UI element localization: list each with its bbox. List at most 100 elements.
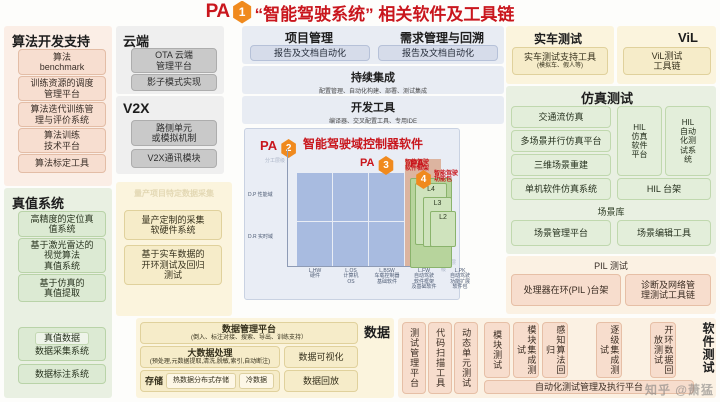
pm-item[interactable]: 报告及文档自动化: [250, 45, 370, 61]
chart-bar-lhw-lower: [297, 222, 332, 266]
pil-header: PIL 测试: [594, 261, 628, 271]
data-replay[interactable]: 数据回放: [284, 370, 358, 392]
chart-bar-los-lower: [333, 222, 368, 266]
vil-header: ViL: [678, 30, 698, 45]
swtest-left-1[interactable]: 代码扫描工具: [428, 322, 452, 394]
truth-lower-2[interactable]: 数据标注系统: [18, 364, 106, 384]
pa-badge-2: 2: [281, 139, 296, 158]
scenario-library-label: 场景库: [597, 207, 625, 217]
pa-caption-4: 智能驾驶 功能包: [434, 171, 459, 184]
v2x-item-0[interactable]: 路侧单元 或模拟机制: [131, 120, 217, 146]
sim-hil-0[interactable]: HIL 仿真 软件 平台: [617, 106, 662, 176]
swtest-right-1[interactable]: 模块集成测试: [513, 322, 539, 378]
swtest-right-3[interactable]: 逐级集成测试: [596, 322, 622, 378]
v2x-header: V2X: [123, 100, 150, 116]
realcar-header: 实车测试: [534, 32, 583, 46]
algo-item-3[interactable]: 算法训练 技术平台: [18, 128, 106, 153]
realcar-item[interactable]: 实车测试支持工具 (模拟车、假人等): [512, 47, 608, 75]
truth-lower-1[interactable]: 数据采集系统: [34, 345, 89, 356]
realcar-item-label: 实车测试支持工具: [523, 52, 596, 63]
page-title: PA 1 “智能驾驶系统” 相关软件及工具链: [0, 0, 720, 24]
cloud-item-1[interactable]: 影子模式实现: [131, 74, 217, 91]
ci-header: 持续集成: [351, 72, 395, 84]
chart-ytick-1: D.R 实时域: [248, 234, 274, 240]
data-viz[interactable]: 数据可视化: [284, 346, 358, 368]
pa-marker-4: PA: [410, 158, 424, 170]
chart-ylabel-note: 分工层级: [265, 158, 286, 164]
data-storage-cold[interactable]: 冷数据: [239, 372, 275, 390]
truth-item-0[interactable]: 高精度的定位真 值系统: [18, 211, 106, 237]
pil-item-1[interactable]: 诊断及网络管 理测试工具链: [625, 274, 711, 306]
ci-sub: 配置管理、自动化构建、部署、测试集成: [318, 89, 427, 95]
sim-bench[interactable]: HIL 台架: [617, 178, 711, 200]
sim-left-0[interactable]: 交通流仿真: [511, 106, 611, 128]
chart-bar-lbsw-lower: [369, 222, 404, 266]
chart-ytick-0: D.P 性能域: [248, 192, 273, 198]
truth-system-header: 真值系统: [12, 196, 65, 211]
sim-left-2[interactable]: 三维场景重建: [511, 154, 611, 176]
data-storage-hot[interactable]: 热数据分布式存储: [166, 372, 237, 390]
requirement-management-header: 需求管理与回溯: [400, 31, 485, 45]
swtest-right-0[interactable]: 模块测试: [484, 322, 510, 378]
collect-item-0[interactable]: 量产定制的采集 软硬件系统: [124, 210, 222, 240]
truth-lower-group: 真值数据 数据采集系统: [18, 327, 106, 361]
sim-left-1[interactable]: 多场景并行仿真平台: [511, 130, 611, 152]
data-platform[interactable]: 数据管理平台 (倒入、标注对接、搜索、导出、训练支持）: [140, 322, 358, 344]
truth-item-2[interactable]: 基于仿真的 真值提取: [18, 274, 106, 302]
pa-marker-4-label: PA: [410, 158, 425, 170]
devtools-block: 开发工具 编译器、交叉配置工具、专用IDE: [242, 99, 504, 125]
algo-item-0[interactable]: 算法 benchmark: [18, 49, 106, 75]
chart-bar-lhw-upper: [297, 173, 332, 221]
sim-lib-1[interactable]: 场景编辑工具: [617, 220, 711, 246]
swtest-right-2[interactable]: 感知算法回归: [542, 322, 568, 378]
sim-lib-0[interactable]: 场景管理平台: [511, 220, 611, 246]
data-header: 数据: [364, 325, 391, 340]
project-management-header: 项目管理: [285, 31, 334, 45]
realcar-item-sub: (模拟车、假人等): [537, 62, 583, 69]
data-platform-sub: (倒入、标注对接、搜索、导出、训练支持）: [191, 334, 307, 341]
algo-item-1[interactable]: 训练资源的调度 管理平台: [18, 76, 106, 101]
truth-item-1[interactable]: 基于激光雷达的 视觉算法 真值系统: [18, 238, 106, 273]
pa-marker-3: PA 3: [360, 150, 394, 175]
pa-badge-3: 3: [378, 156, 394, 175]
pa-marker-2: PA 2: [260, 133, 297, 158]
pa-badge-4: 4: [416, 170, 431, 189]
domain-controller-chart: PA 2 智能驾驶域控制器软件 分工层级 分工层级 D.P 性能域 D.R 实时…: [244, 128, 470, 300]
pa-badge-1: 1: [233, 0, 252, 24]
title-text: “智能驾驶系统” 相关软件及工具链: [254, 4, 515, 24]
req-item[interactable]: 报告及文档自动化: [378, 45, 498, 61]
ci-block: 持续集成 配置管理、自动化构建、部署、测试集成: [242, 69, 504, 95]
collect-item-1[interactable]: 基于实车数据的 开环测试及回归 测试: [124, 245, 222, 285]
software-test-header: 软件测试: [701, 322, 715, 374]
sim-hil-1[interactable]: HIL 自动 化测 试系 统: [665, 106, 711, 176]
data-bigdata[interactable]: 大数据处理 (预处理,元数据提取,清洗,脱敏,索引,自动断注): [140, 346, 280, 368]
chart-xtick-4: L.PK 自动驾驶 功能扩展 软件包: [449, 268, 470, 290]
panel-devtools: [242, 96, 504, 124]
swtest-left-0[interactable]: 测试管理平台: [402, 322, 426, 394]
pa-marker-2-label: PA: [260, 138, 278, 153]
swtest-left-2[interactable]: 动态单元测试: [454, 322, 478, 394]
swtest-footer[interactable]: 自动化测试管理及执行平台: [484, 380, 694, 394]
algo-item-2[interactable]: 算法迭代训练管 理与评价系统: [18, 102, 106, 127]
algo-item-4[interactable]: 算法标定工具: [18, 154, 106, 173]
data-storage-label: 存储: [145, 375, 164, 386]
sim-left-3[interactable]: 单机软件仿真系统: [511, 178, 611, 200]
cloud-item-0[interactable]: OTA 云端 管理平台: [131, 48, 217, 73]
chart-y-axis: [287, 149, 288, 267]
swtest-right-4[interactable]: 开环数据回放测试: [650, 322, 676, 378]
chart-title: 智能驾驶域控制器软件: [303, 137, 424, 151]
data-platform-label: 数据管理平台: [221, 324, 276, 335]
production-collect-header: 量产项目特定数据采集: [134, 189, 214, 198]
title-pa-label: PA: [205, 1, 230, 22]
chart-x-axis: [287, 266, 449, 267]
cloud-header: 云端: [123, 34, 150, 49]
pil-item-0[interactable]: 处理器在环(PIL )台架: [511, 274, 621, 306]
v2x-item-1[interactable]: V2X通讯模块: [131, 149, 217, 168]
chart-xtick-3: L.FW 自动驾驶 软件框架 及基础软件: [411, 268, 437, 290]
truth-lower-0[interactable]: 真值数据: [34, 332, 89, 345]
devtools-sub: 编译器、交叉配置工具、专用IDE: [328, 119, 417, 125]
chart-xtick-0: L.HW 硬件: [308, 268, 322, 280]
data-bigdata-label: 大数据处理: [187, 348, 233, 359]
vil-item[interactable]: ViL测试 工具链: [623, 47, 711, 75]
